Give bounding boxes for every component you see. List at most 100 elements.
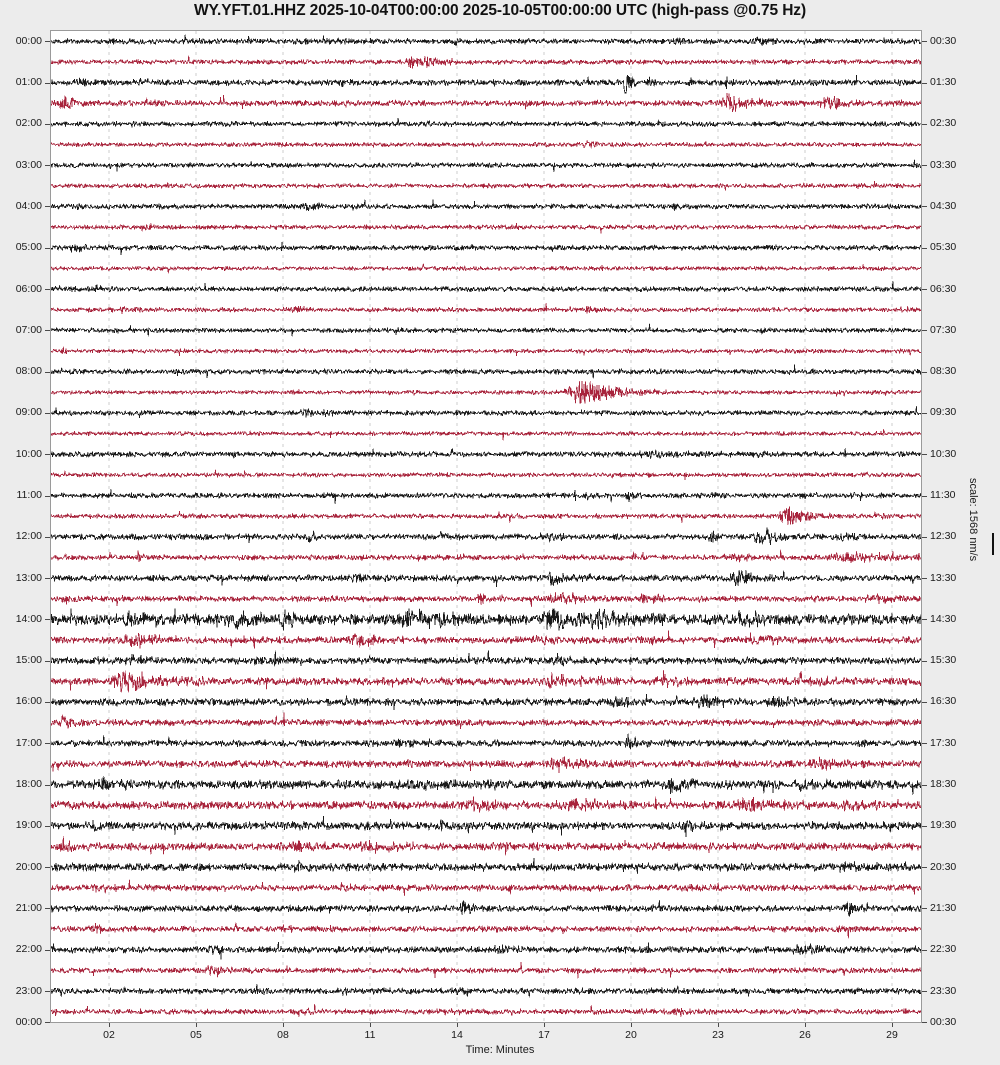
y-axis-tick-right xyxy=(922,1022,927,1023)
trace-row xyxy=(51,364,921,379)
y-axis-tick-left xyxy=(45,908,50,909)
y-axis-tick-right xyxy=(922,41,927,42)
y-axis-tick-right xyxy=(922,165,927,166)
x-axis-tick xyxy=(283,1023,284,1027)
y-axis-label-right: 08:30 xyxy=(930,365,957,378)
trace-row xyxy=(51,608,921,631)
trace-row xyxy=(51,281,921,293)
y-axis-label-left: 13:00 xyxy=(15,571,42,584)
trace-row xyxy=(51,796,921,813)
y-axis-tick-left xyxy=(45,454,50,455)
y-axis-tick-right xyxy=(922,496,927,497)
y-axis-label-left: 04:00 xyxy=(15,199,42,212)
trace-row xyxy=(51,117,921,128)
y-axis-label-right: 11:30 xyxy=(930,489,956,502)
y-axis-label-left: 11:00 xyxy=(16,489,43,502)
x-axis-label: 26 xyxy=(799,1029,811,1041)
y-axis-tick-right xyxy=(922,661,927,662)
y-axis-tick-right xyxy=(922,743,927,744)
y-axis-tick-left xyxy=(45,578,50,579)
y-axis-tick-left xyxy=(45,289,50,290)
y-axis-label-right: 09:30 xyxy=(930,406,957,419)
x-axis-tick xyxy=(805,1023,806,1027)
x-axis-label: 17 xyxy=(538,1029,550,1041)
trace-row xyxy=(51,900,921,917)
trace-row xyxy=(51,836,921,856)
trace-row xyxy=(51,406,921,419)
y-axis-tick-right xyxy=(922,330,927,331)
y-axis-label-right: 00:30 xyxy=(930,34,957,47)
y-axis-label-left: 18:00 xyxy=(15,778,42,791)
trace-row xyxy=(51,756,921,774)
trace-row xyxy=(51,941,921,960)
y-axis-label-left: 21:00 xyxy=(15,901,42,914)
y-axis-label-left: 05:00 xyxy=(15,241,42,254)
x-axis-title: Time: Minutes xyxy=(465,1044,535,1056)
y-axis-tick-left xyxy=(45,248,50,249)
x-axis-tick xyxy=(631,1023,632,1027)
y-axis-tick-left xyxy=(45,826,50,827)
trace-row xyxy=(51,469,921,480)
y-axis-label-right: 01:30 xyxy=(930,76,957,89)
x-axis-tick xyxy=(370,1023,371,1027)
y-axis-label-right: 07:30 xyxy=(930,323,957,336)
y-axis-label-left: 16:00 xyxy=(15,695,42,708)
y-axis-tick-left xyxy=(45,619,50,620)
y-axis-label-left: 15:00 xyxy=(15,654,42,667)
y-axis-tick-left xyxy=(45,537,50,538)
y-axis-tick-right xyxy=(922,413,927,414)
trace-row xyxy=(51,241,921,256)
y-axis-tick-right xyxy=(922,578,927,579)
y-axis-label-right: 20:30 xyxy=(930,860,957,873)
y-axis-label-left: 08:00 xyxy=(15,365,42,378)
y-axis-label-right: 04:30 xyxy=(930,199,957,212)
y-axis-label-right: 00:30 xyxy=(930,1015,957,1028)
trace-row xyxy=(51,549,921,564)
y-axis-tick-left xyxy=(45,372,50,373)
y-axis-label-right: 12:30 xyxy=(930,530,957,543)
trace-row xyxy=(51,712,921,730)
y-axis-label-left: 17:00 xyxy=(15,736,42,749)
y-axis-label-left: 00:00 xyxy=(15,34,42,47)
page-title: WY.YFT.01.HHZ 2025-10-04T00:00:00 2025-1… xyxy=(193,2,807,19)
y-axis-label-right: 23:30 xyxy=(930,984,957,997)
trace-row xyxy=(51,693,921,710)
x-axis-label: 29 xyxy=(886,1029,898,1041)
y-axis-label-left: 22:00 xyxy=(15,943,42,956)
trace-row xyxy=(51,922,921,939)
y-axis-tick-left xyxy=(45,702,50,703)
x-axis-tick xyxy=(892,1023,893,1027)
trace-row xyxy=(51,346,921,357)
y-axis-tick-right xyxy=(922,372,927,373)
y-axis-tick-left xyxy=(45,661,50,662)
trace-row xyxy=(51,429,921,441)
y-axis-label-left: 10:00 xyxy=(15,447,42,460)
x-axis-label: 20 xyxy=(625,1029,637,1041)
y-axis-label-right: 17:30 xyxy=(930,736,957,749)
y-axis-tick-right xyxy=(922,537,927,538)
y-axis-tick-right xyxy=(922,991,927,992)
y-axis-label-left: 09:00 xyxy=(15,406,42,419)
trace-row xyxy=(51,527,921,545)
y-axis-tick-left xyxy=(45,743,50,744)
trace-row xyxy=(51,733,921,750)
trace-row xyxy=(51,489,921,505)
scale-bar-marker xyxy=(992,533,994,555)
trace-row xyxy=(51,591,921,607)
y-axis-label-right: 13:30 xyxy=(930,571,957,584)
y-axis-tick-left xyxy=(45,330,50,331)
y-axis-tick-left xyxy=(45,83,50,84)
trace-row xyxy=(51,569,921,588)
y-axis-label-right: 06:30 xyxy=(930,282,957,295)
y-axis-tick-right xyxy=(922,83,927,84)
y-axis-tick-right xyxy=(922,908,927,909)
y-axis-label-left: 06:00 xyxy=(15,282,42,295)
trace-row xyxy=(51,815,921,838)
y-axis-label-right: 15:30 xyxy=(930,654,957,667)
y-axis-tick-right xyxy=(922,206,927,207)
y-axis-tick-right xyxy=(922,785,927,786)
y-axis-tick-left xyxy=(45,413,50,414)
trace-row xyxy=(51,1003,921,1017)
x-axis-label: 11 xyxy=(364,1029,376,1041)
y-axis-label-left: 03:00 xyxy=(15,158,42,171)
